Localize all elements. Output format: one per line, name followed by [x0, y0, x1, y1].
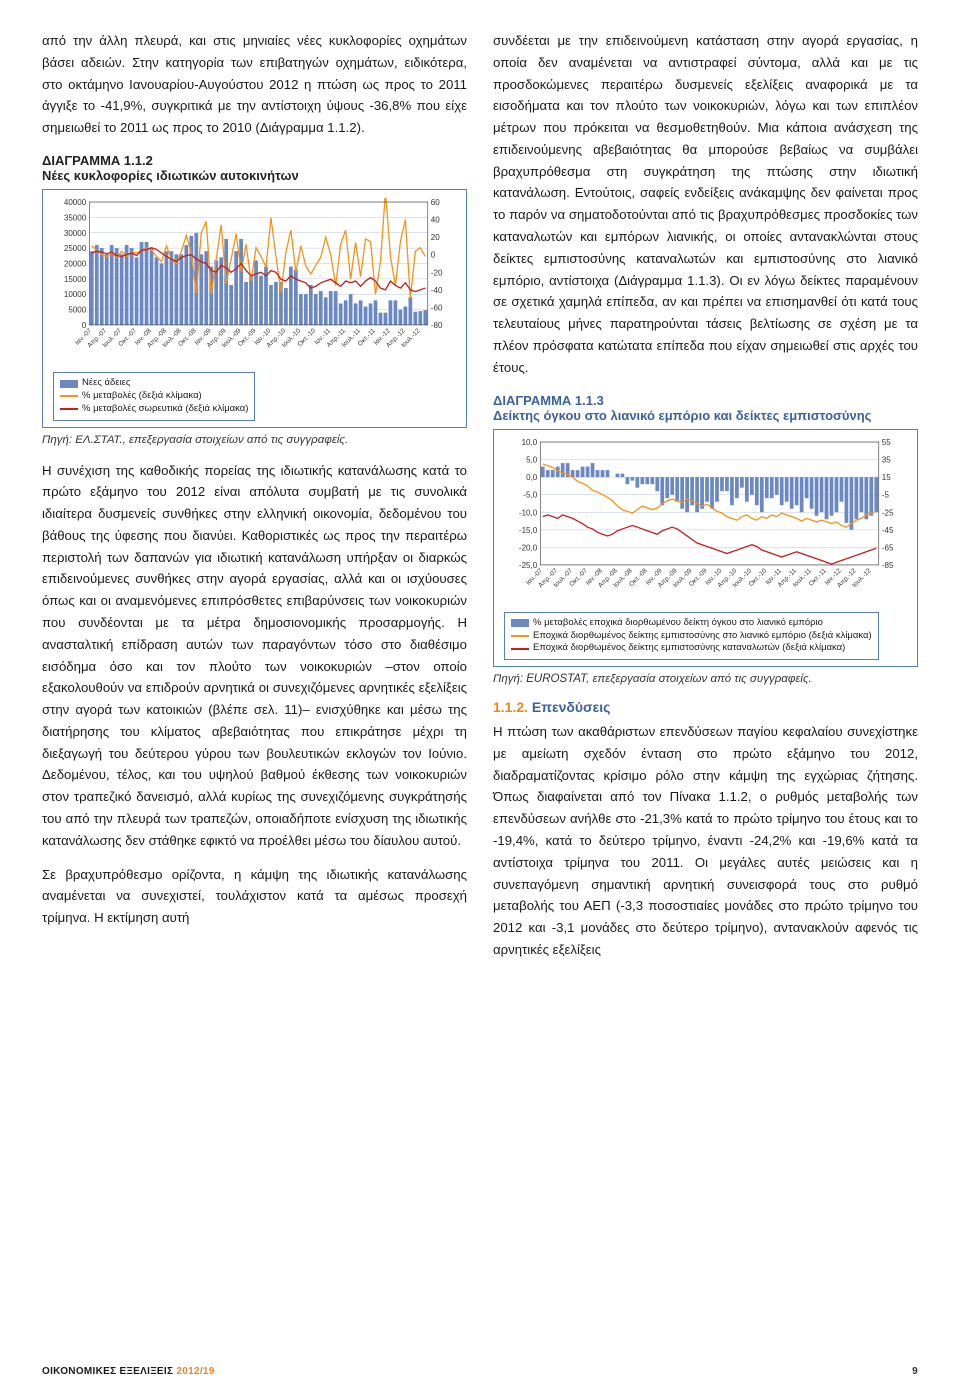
svg-text:-20,0: -20,0	[519, 543, 538, 552]
svg-text:10,0: 10,0	[522, 438, 538, 447]
svg-text:35000: 35000	[64, 213, 87, 222]
svg-text:0: 0	[431, 251, 436, 260]
right-para2: Η πτώση των ακαθάριστων επενδύσεων παγίο…	[493, 721, 918, 961]
chart113-box: -25,0 -20,0 -15,0 -10,0 -5,0 0,0 5,0 10,0 -85 -65…	[493, 429, 918, 668]
left-para3: Σε βραχυπρόθεσμο ορίζοντα, η κάμψη της ι…	[42, 864, 467, 929]
svg-text:-85: -85	[882, 560, 894, 569]
svg-text:10000: 10000	[64, 290, 87, 299]
chart113-subtitle: Δείκτης όγκου στο λιανικό εμπόριο και δε…	[493, 408, 918, 423]
section-num: 1.1.2.	[493, 699, 528, 715]
page-number: 9	[912, 1366, 918, 1377]
legend112-bar: Νέες άδειες	[82, 377, 131, 390]
svg-text:15000: 15000	[64, 275, 87, 284]
svg-text:60: 60	[431, 198, 440, 207]
chart112-box: 0 5000 10000 15000 20000 25000 30000 35000 40000…	[42, 189, 467, 428]
svg-text:30000: 30000	[64, 229, 87, 238]
svg-text:35: 35	[882, 455, 891, 464]
svg-text:5000: 5000	[68, 306, 86, 315]
svg-text:-25,0: -25,0	[519, 560, 538, 569]
chart113-legend: % μεταβολές εποχικά διορθωμένου δείκτη ό…	[504, 612, 879, 660]
chart112-source: Πηγή: ΕΛ.ΣΤΑΤ., επεξεργασία στοιχείων απ…	[42, 434, 467, 446]
chart112-subtitle: Νέες κυκλοφορίες ιδιωτικών αυτοκινήτων	[42, 168, 467, 183]
svg-text:20: 20	[431, 233, 440, 242]
svg-text:5,0: 5,0	[526, 455, 538, 464]
svg-text:-20: -20	[431, 268, 443, 277]
footer-left-a: ΟΙΚΟΝΟΜΙΚΕΣ ΕΞΕΛΙΞΕΙΣ	[42, 1366, 173, 1377]
svg-text:-80: -80	[431, 321, 443, 330]
chart113-source: Πηγή: EUROSTAT, επεξεργασία στοιχείων απ…	[493, 673, 918, 685]
svg-text:0,0: 0,0	[526, 473, 538, 482]
svg-text:-10,0: -10,0	[519, 508, 538, 517]
legend113-orange: Εποχικά διορθωμένος δείκτης εμπιστοσύνης…	[533, 630, 872, 643]
chart113-canvas: -25,0 -20,0 -15,0 -10,0 -5,0 0,0 5,0 10,0 -85 -65…	[504, 438, 907, 604]
svg-text:-5: -5	[882, 490, 890, 499]
chart113-label: ΔΙΑΓΡΑΜΜΑ 1.1.3	[493, 393, 918, 408]
legend113-bar: % μεταβολές εποχικά διορθωμένου δείκτη ό…	[533, 617, 823, 630]
legend113-red: Εποχικά διορθωμένος δείκτης εμπιστοσύνης…	[533, 642, 845, 655]
svg-text:-40: -40	[431, 286, 443, 295]
svg-text:55: 55	[882, 438, 891, 447]
svg-text:40: 40	[431, 216, 440, 225]
section-title: Επενδύσεις	[532, 699, 611, 715]
left-para1: από την άλλη πλευρά, και στις μηνιαίες ν…	[42, 30, 467, 139]
chart112-legend: Νέες άδειες % μεταβολές (δεξιά κλίμακα) …	[53, 372, 255, 420]
svg-text:-15,0: -15,0	[519, 525, 538, 534]
svg-text:-65: -65	[882, 543, 894, 552]
svg-text:-45: -45	[882, 525, 894, 534]
svg-text:-25: -25	[882, 508, 894, 517]
svg-text:-60: -60	[431, 303, 443, 312]
legend112-red: % μεταβολές σωρευτικά (δεξιά κλίμακα)	[82, 403, 248, 416]
left-para2: Η συνέχιση της καθοδικής πορείας της ιδι…	[42, 460, 467, 852]
legend112-orange: % μεταβολές (δεξιά κλίμακα)	[82, 390, 202, 403]
svg-text:40000: 40000	[64, 198, 87, 207]
svg-text:15: 15	[882, 473, 891, 482]
footer: ΟΙΚΟΝΟΜΙΚΕΣ ΕΞΕΛΙΞΕΙΣ 2012/19 9	[42, 1366, 918, 1377]
chart112-label: ΔΙΑΓΡΑΜΜΑ 1.1.2	[42, 153, 467, 168]
footer-left-b: 2012/19	[176, 1366, 214, 1377]
svg-text:25000: 25000	[64, 244, 87, 253]
svg-text:20000: 20000	[64, 259, 87, 268]
chart112-canvas: 0 5000 10000 15000 20000 25000 30000 35000 40000…	[53, 198, 456, 364]
svg-text:-5,0: -5,0	[523, 490, 537, 499]
right-para1: συνδέεται με την επιδεινούμενη κατάσταση…	[493, 30, 918, 379]
